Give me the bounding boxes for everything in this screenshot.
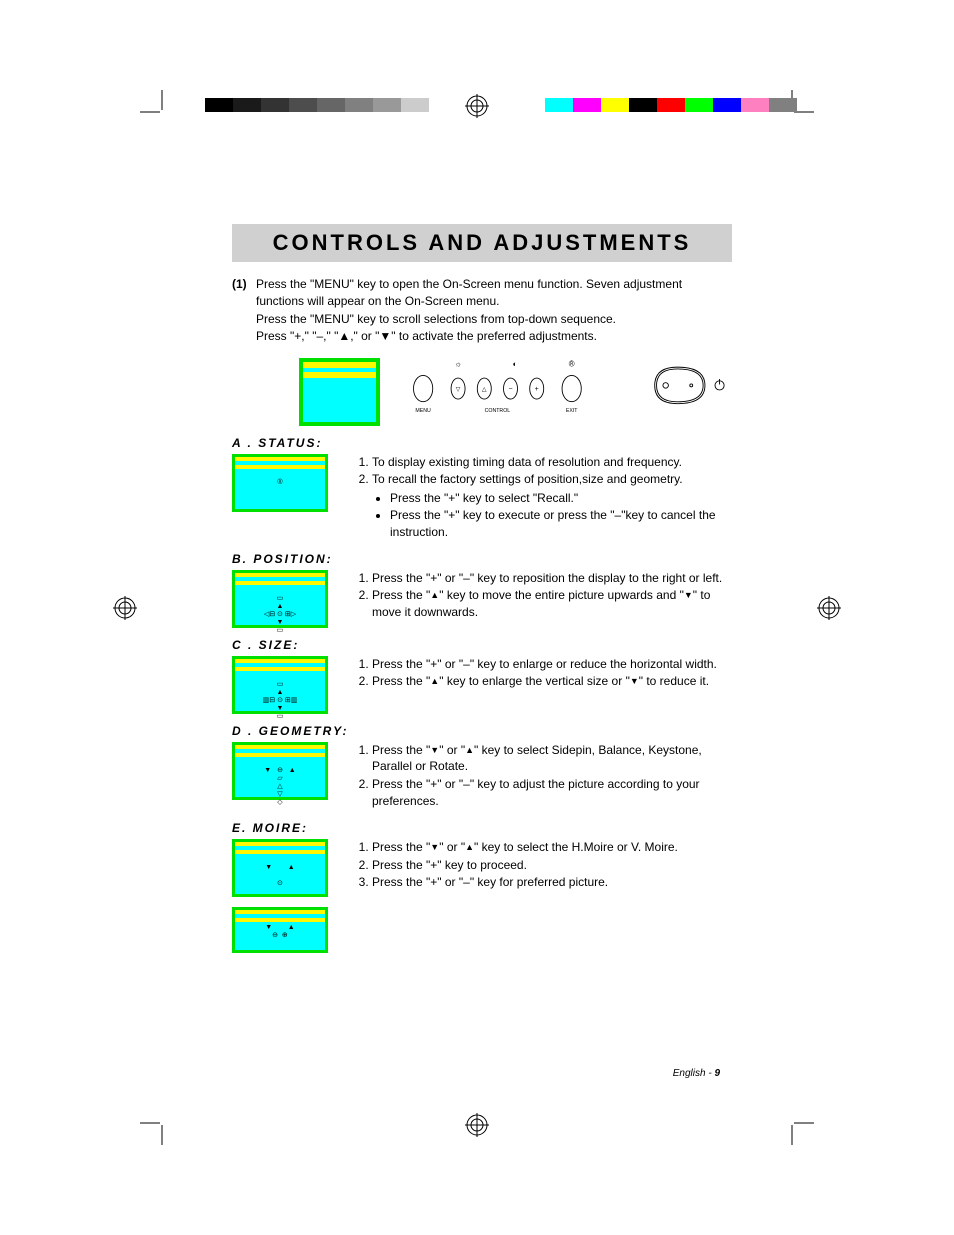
top-printer-marks xyxy=(0,98,954,138)
gray-swatch xyxy=(345,98,373,112)
osd-size: ▭ ▲ ▥⊟ ⊙ ⊞▥ ▼ ▭ xyxy=(232,656,328,714)
grayscale-bar xyxy=(205,98,457,112)
color-swatch xyxy=(713,98,741,112)
color-swatch xyxy=(545,98,573,112)
intro-number: (1) xyxy=(232,276,256,346)
section-body-geometry: ▼ ⊖ ▲ ▱ △ ▽ ◇ Press the "▼" or "▲" key to… xyxy=(232,742,732,811)
osd-moire: ▼ ▲ ⊙ xyxy=(232,839,328,897)
step-item: Press the "▼" or "▲" key to select the H… xyxy=(372,839,732,856)
step-item: Press the "+" key to proceed. xyxy=(372,857,732,874)
intro-line-1: Press the "MENU" key to open the On-Scre… xyxy=(256,276,732,311)
gray-swatch xyxy=(429,98,457,112)
section-body-moire: ▼ ▲ ⊙ Press the "▼" or "▲" key to select … xyxy=(232,839,732,897)
page: CONTROLS AND ADJUSTMENTS (1) Press the "… xyxy=(0,0,954,1235)
step-item: Press the "+" or "–" key to reposition t… xyxy=(372,570,732,587)
color-swatch xyxy=(769,98,797,112)
gray-swatch xyxy=(261,98,289,112)
crop-mark-tl xyxy=(140,90,174,124)
section-moire: E. MOIRE: ▼ ▲ ⊙ Press the "▼" or "▲" key t… xyxy=(232,821,732,897)
crop-mark-bl xyxy=(140,1111,174,1145)
osd-glyphs-geometry: ▼ ⊖ ▲ ▱ △ ▽ ◇ xyxy=(264,767,295,807)
bottom-printer-marks xyxy=(0,1097,954,1137)
step-item: Press the "+" or "–" key to enlarge or r… xyxy=(372,656,732,673)
section-status: A . STATUS: ® To display existing timing d… xyxy=(232,436,732,542)
osd-glyphs-status: ® xyxy=(277,479,282,487)
section-geometry: D . GEOMETRY: ▼ ⊖ ▲ ▱ △ ▽ ◇ Press the "▼" … xyxy=(232,724,732,811)
section-head-geometry: D . GEOMETRY: xyxy=(232,724,732,738)
gray-swatch xyxy=(373,98,401,112)
color-swatch xyxy=(629,98,657,112)
registration-mark-left xyxy=(113,596,137,620)
footer-lang: English xyxy=(673,1068,706,1079)
section-body-position: ▭ ▲ ◁⊟ ⊙ ⊞▷ ▼ ▭ Press the "+" or "–" key … xyxy=(232,570,732,628)
brightness-icon: ☼ xyxy=(454,359,461,368)
label-control: CONTROL xyxy=(484,408,510,414)
gray-swatch xyxy=(205,98,233,112)
steps-status: To display existing timing data of resol… xyxy=(350,454,732,542)
intro-line-2: Press the "MENU" key to scroll selection… xyxy=(256,311,732,328)
step-item: Press the "▲" key to move the entire pic… xyxy=(372,587,732,621)
page-footer: English - 9 xyxy=(673,1068,720,1079)
label-menu: MENU xyxy=(415,408,431,414)
recall-icon: ® xyxy=(568,359,574,368)
section-size: C . SIZE: ▭ ▲ ▥⊟ ⊙ ⊞▥ ▼ ▭ Press the "+" or… xyxy=(232,638,732,714)
step-item: To recall the factory settings of positi… xyxy=(372,471,732,540)
step-item: To display existing timing data of resol… xyxy=(372,454,732,471)
intro-text: Press the "MENU" key to open the On-Scre… xyxy=(256,276,732,346)
color-swatch xyxy=(685,98,713,112)
section-head-moire: E. MOIRE: xyxy=(232,821,732,835)
section-head-position: B. POSITION: xyxy=(232,552,732,566)
gray-swatch xyxy=(401,98,429,112)
registration-mark-top xyxy=(465,94,489,118)
section-body-size: ▭ ▲ ▥⊟ ⊙ ⊞▥ ▼ ▭ Press the "+" or "–" key … xyxy=(232,656,732,714)
intro-paragraph: (1) Press the "MENU" key to open the On-… xyxy=(232,276,732,346)
step-item: Press the "+" or "–" key for preferred p… xyxy=(372,874,732,891)
power-button-diagram xyxy=(641,358,732,413)
step-item: Press the "+" or "–" key to adjust the p… xyxy=(372,776,732,810)
registration-mark-right xyxy=(817,596,841,620)
label-exit: EXIT xyxy=(565,408,577,414)
osd-geometry: ▼ ⊖ ▲ ▱ △ ▽ ◇ xyxy=(232,742,328,800)
gray-swatch xyxy=(233,98,261,112)
osd-position: ▭ ▲ ◁⊟ ⊙ ⊞▷ ▼ ▭ xyxy=(232,570,328,628)
steps-position: Press the "+" or "–" key to reposition t… xyxy=(350,570,732,622)
color-swatch xyxy=(601,98,629,112)
color-swatch xyxy=(573,98,601,112)
svg-text:△: △ xyxy=(482,386,487,393)
content-area: CONTROLS AND ADJUSTMENTS (1) Press the "… xyxy=(232,224,732,953)
steps-moire: Press the "▼" or "▲" key to select the H… xyxy=(350,839,732,892)
intro-line-3: Press "+," "–," "▲," or "▼" to activate … xyxy=(256,328,732,345)
section-head-status: A . STATUS: xyxy=(232,436,732,450)
page-title: CONTROLS AND ADJUSTMENTS xyxy=(232,224,732,262)
color-bar xyxy=(545,98,797,112)
gray-swatch xyxy=(289,98,317,112)
svg-text:−: − xyxy=(508,386,512,393)
osd-moire-extra-glyphs: ▼ ▲ ⊖ ⊕ xyxy=(265,924,294,940)
osd-preview-large xyxy=(299,358,380,426)
osd-status: ® xyxy=(232,454,328,512)
control-panel-diagram: ☼ ◐ ® ▽ △ − + MENU CONTROL EXIT xyxy=(232,358,732,426)
section-head-size: C . SIZE: xyxy=(232,638,732,652)
svg-text:+: + xyxy=(534,386,538,393)
osd-glyphs-position: ▭ ▲ ◁⊟ ⊙ ⊞▷ ▼ ▭ xyxy=(264,595,296,635)
osd-glyphs-moire: ▼ ▲ ⊙ xyxy=(265,864,294,888)
step-item: Press the "▲" key to enlarge the vertica… xyxy=(372,673,732,690)
steps-geometry: Press the "▼" or "▲" key to select Sidep… xyxy=(350,742,732,811)
contrast-icon: ◐ xyxy=(512,359,517,368)
gray-swatch xyxy=(317,98,345,112)
registration-mark-bottom xyxy=(465,1113,489,1137)
section-position: B. POSITION: ▭ ▲ ◁⊟ ⊙ ⊞▷ ▼ ▭ Press the "+"… xyxy=(232,552,732,628)
steps-size: Press the "+" or "–" key to enlarge or r… xyxy=(350,656,732,692)
color-swatch xyxy=(741,98,769,112)
step-item: Press the "▼" or "▲" key to select Sidep… xyxy=(372,742,732,776)
svg-text:▽: ▽ xyxy=(455,386,460,393)
front-buttons-diagram: ☼ ◐ ® ▽ △ − + MENU CONTROL EXIT xyxy=(410,358,611,424)
footer-page: 9 xyxy=(714,1068,720,1079)
sections: A . STATUS: ® To display existing timing d… xyxy=(232,436,732,897)
section-body-status: ® To display existing timing data of reso… xyxy=(232,454,732,542)
osd-glyphs-size: ▭ ▲ ▥⊟ ⊙ ⊞▥ ▼ ▭ xyxy=(263,681,298,721)
crop-mark-br xyxy=(780,1111,814,1145)
osd-moire-extra: ▼ ▲ ⊖ ⊕ xyxy=(232,907,328,953)
color-swatch xyxy=(657,98,685,112)
